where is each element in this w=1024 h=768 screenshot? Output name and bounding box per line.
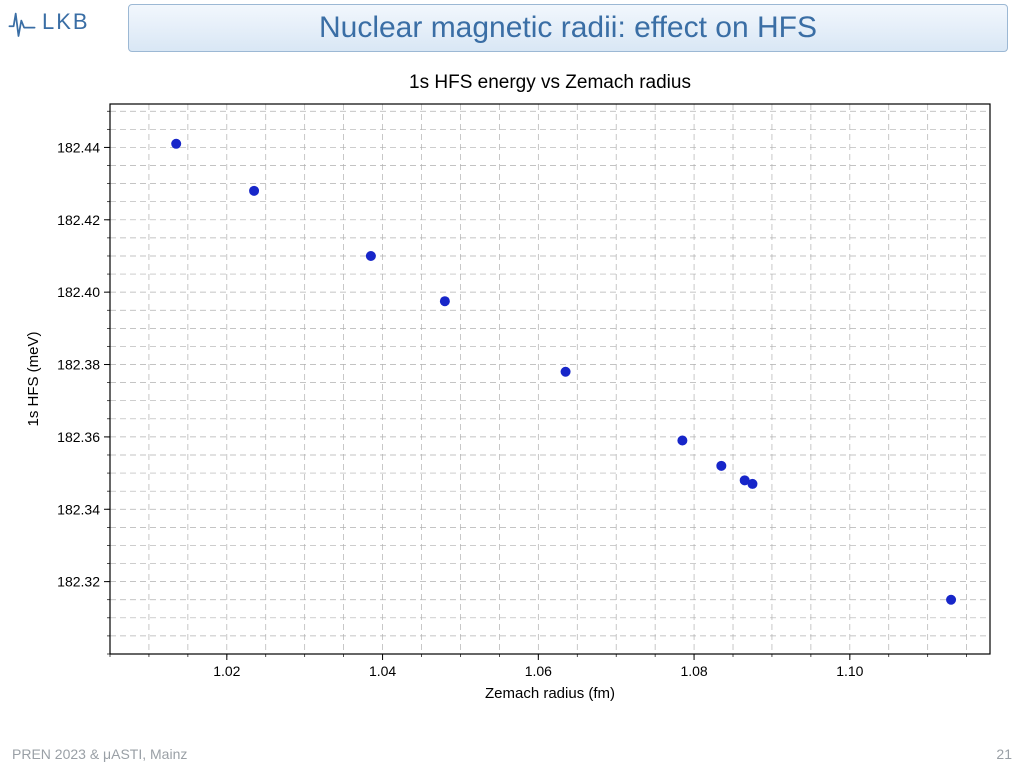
logo-text: LKB bbox=[42, 9, 90, 35]
svg-text:182.34: 182.34 bbox=[57, 501, 100, 517]
svg-text:1s HFS energy vs Zemach radius: 1s HFS energy vs Zemach radius bbox=[409, 72, 691, 93]
chart-svg: 1.02 1.04 1.06 1.08 1.10 182.32 182.34 182.36 18… bbox=[20, 70, 1004, 710]
logo: LKB bbox=[8, 4, 118, 40]
header: LKB Nuclear magnetic radii: effect on HF… bbox=[0, 0, 1024, 52]
svg-text:1.02: 1.02 bbox=[213, 663, 240, 679]
footer-left: PREN 2023 & μASTI, Mainz bbox=[12, 746, 187, 762]
scatter-chart: 1.02 1.04 1.06 1.08 1.10 182.32 182.34 182.36 18… bbox=[20, 70, 1004, 710]
svg-text:1.08: 1.08 bbox=[680, 663, 707, 679]
footer: PREN 2023 & μASTI, Mainz 21 bbox=[12, 746, 1012, 762]
page-number: 21 bbox=[996, 746, 1012, 762]
svg-text:182.38: 182.38 bbox=[57, 357, 100, 373]
svg-text:182.36: 182.36 bbox=[57, 429, 100, 445]
svg-text:182.40: 182.40 bbox=[57, 284, 100, 300]
wave-icon bbox=[8, 4, 36, 40]
svg-text:1s HFS (meV): 1s HFS (meV) bbox=[25, 331, 42, 426]
page-title: Nuclear magnetic radii: effect on HFS bbox=[128, 4, 1008, 52]
svg-text:1.04: 1.04 bbox=[369, 663, 396, 679]
svg-text:182.42: 182.42 bbox=[57, 212, 100, 228]
svg-text:Zemach radius (fm): Zemach radius (fm) bbox=[485, 685, 615, 702]
svg-text:182.32: 182.32 bbox=[57, 574, 100, 590]
svg-text:182.44: 182.44 bbox=[57, 139, 100, 155]
svg-text:1.10: 1.10 bbox=[836, 663, 863, 679]
slide: LKB Nuclear magnetic radii: effect on HF… bbox=[0, 0, 1024, 768]
svg-text:1.06: 1.06 bbox=[525, 663, 552, 679]
